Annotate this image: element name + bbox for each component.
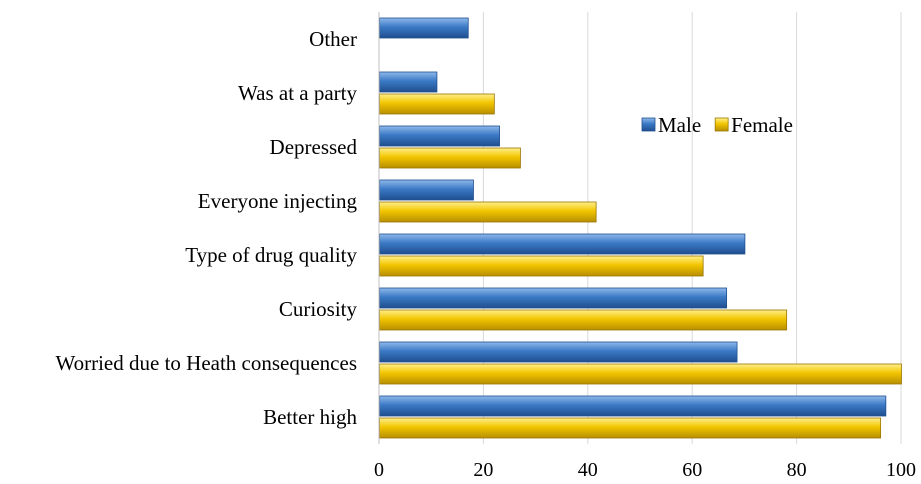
- axes: 0 20 40 60 80 100: [374, 12, 916, 481]
- bar-male-1: [379, 71, 438, 93]
- category-label: Type of drug quality: [185, 243, 357, 267]
- bar-male-7: [379, 395, 887, 417]
- category-label: Curiosity: [279, 297, 358, 321]
- bar-female-3: [379, 201, 597, 223]
- x-tick-label: 60: [682, 459, 702, 481]
- category-label: Other: [309, 27, 357, 51]
- bar-female-1: [379, 93, 495, 115]
- bar-female-7: [379, 417, 882, 439]
- x-tick-label: 80: [787, 459, 807, 481]
- bars: [379, 17, 902, 439]
- bar-male-5: [379, 287, 728, 309]
- x-tick-label: 100: [886, 459, 916, 481]
- legend-swatch-female: [714, 117, 729, 132]
- bar-male-2: [379, 125, 500, 147]
- bar-male-6: [379, 341, 738, 363]
- bar-male-4: [379, 233, 746, 255]
- bar-female-2: [379, 147, 521, 169]
- category-label: Worried due to Heath consequences: [55, 351, 357, 375]
- bar-female-4: [379, 255, 704, 277]
- legend-label-female: Female: [731, 113, 793, 137]
- x-tick-label: 20: [473, 459, 493, 481]
- legend-swatch-male: [641, 117, 656, 132]
- bar-female-6: [379, 363, 902, 385]
- bar-female-5: [379, 309, 788, 331]
- bar-male-3: [379, 179, 474, 201]
- legend-label-male: Male: [658, 113, 701, 137]
- category-label: Was at a party: [238, 81, 358, 105]
- bar-male-0: [379, 17, 469, 39]
- category-labels: Other Was at a party Depressed Everyone inj…: [55, 27, 357, 429]
- category-label: Everyone injecting: [198, 189, 358, 213]
- x-tick-label: 0: [374, 459, 384, 481]
- legend: Male Female: [641, 113, 793, 137]
- x-tick-label: 40: [578, 459, 598, 481]
- category-label: Better high: [263, 405, 357, 429]
- category-label: Depressed: [270, 135, 358, 159]
